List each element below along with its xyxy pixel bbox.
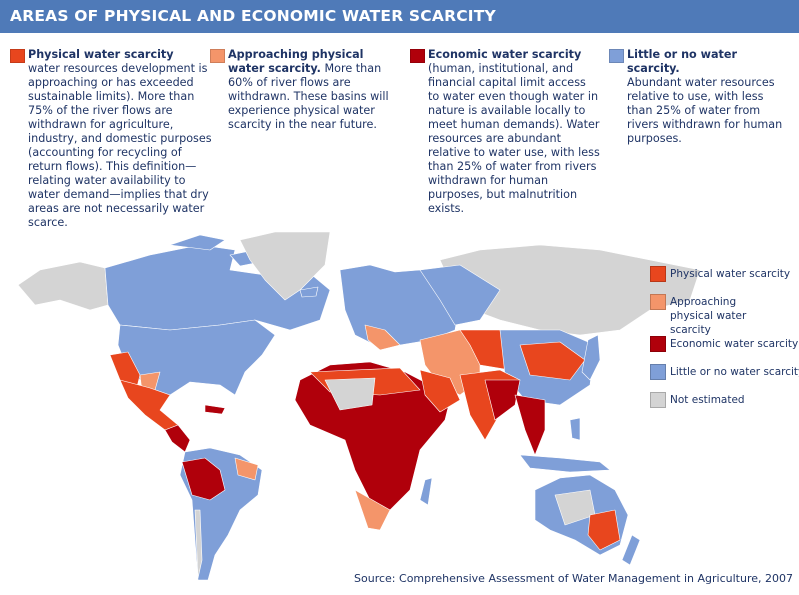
- region-brazil-ne: [234, 457, 259, 481]
- region-alaska: [17, 261, 109, 311]
- definition-approaching: Approaching physical water scarcity. Mor…: [210, 48, 400, 132]
- title-bar: AREAS OF PHYSICAL AND ECONOMIC WATER SCA…: [0, 0, 799, 33]
- definition-heading: Physical water scarcity: [28, 48, 174, 61]
- legend-label: Little or no water scarcity: [670, 366, 799, 378]
- region-southern-africa: [354, 489, 391, 531]
- region-chile: [194, 509, 203, 579]
- economic-swatch: [410, 49, 425, 63]
- definition-heading: Economic water scarcity: [428, 48, 582, 61]
- region-iceland: [299, 286, 319, 298]
- region-africa: [294, 361, 451, 511]
- definition-economic: Economic water scarcity (human, instituti…: [410, 48, 600, 216]
- physical-swatch: [650, 266, 666, 282]
- definition-physical: Physical water scarcity water resources d…: [10, 48, 215, 230]
- region-se-asia: [514, 394, 546, 456]
- page-title: AREAS OF PHYSICAL AND ECONOMIC WATER SCA…: [10, 7, 496, 25]
- region-china-north: [519, 341, 586, 381]
- legend-label: Not estimated: [670, 394, 745, 406]
- region-new-zealand: [621, 534, 641, 566]
- little-swatch: [609, 49, 624, 63]
- legend-label: Approaching physical water scarcity: [670, 296, 747, 336]
- region-arabia: [419, 369, 461, 413]
- region-russia: [439, 244, 701, 336]
- region-russia-west: [419, 264, 501, 326]
- legend-label: Economic water scarcity: [670, 338, 799, 350]
- legend-label: Physical water scarcity: [670, 268, 791, 280]
- definition-body: water resources development is approachi…: [28, 62, 212, 229]
- approaching-swatch: [210, 49, 225, 63]
- region-philippines: [569, 417, 581, 441]
- region-australia-se: [587, 509, 621, 551]
- definition-body: More than 60% of river flows are withdra…: [228, 62, 389, 131]
- region-madagascar: [419, 477, 433, 506]
- economic-swatch: [650, 336, 666, 352]
- region-sahara: [324, 377, 376, 411]
- definition-little: Little or no water scarcity. Abundant wat…: [609, 48, 789, 146]
- region-japan: [581, 334, 601, 381]
- region-central-america: [164, 424, 191, 453]
- region-caribbean: [204, 404, 226, 415]
- little-swatch: [650, 364, 666, 380]
- definition-body: (human, institutional, and financial cap…: [428, 62, 600, 215]
- region-andes-economic: [181, 457, 226, 501]
- definition-heading: Little or no water scarcity.: [627, 48, 737, 75]
- region-india-east: [484, 379, 521, 421]
- definition-heading: Approaching physical water scarcity.: [228, 48, 364, 75]
- region-europe-approaching: [364, 324, 401, 351]
- physical-swatch: [10, 49, 25, 63]
- definition-body: Abundant water resources relative to use…: [627, 76, 783, 145]
- approaching-swatch: [650, 294, 666, 310]
- source-credit: Source: Comprehensive Assessment of Wate…: [354, 572, 793, 585]
- region-indonesia: [519, 454, 611, 473]
- not-estimated-swatch: [650, 392, 666, 408]
